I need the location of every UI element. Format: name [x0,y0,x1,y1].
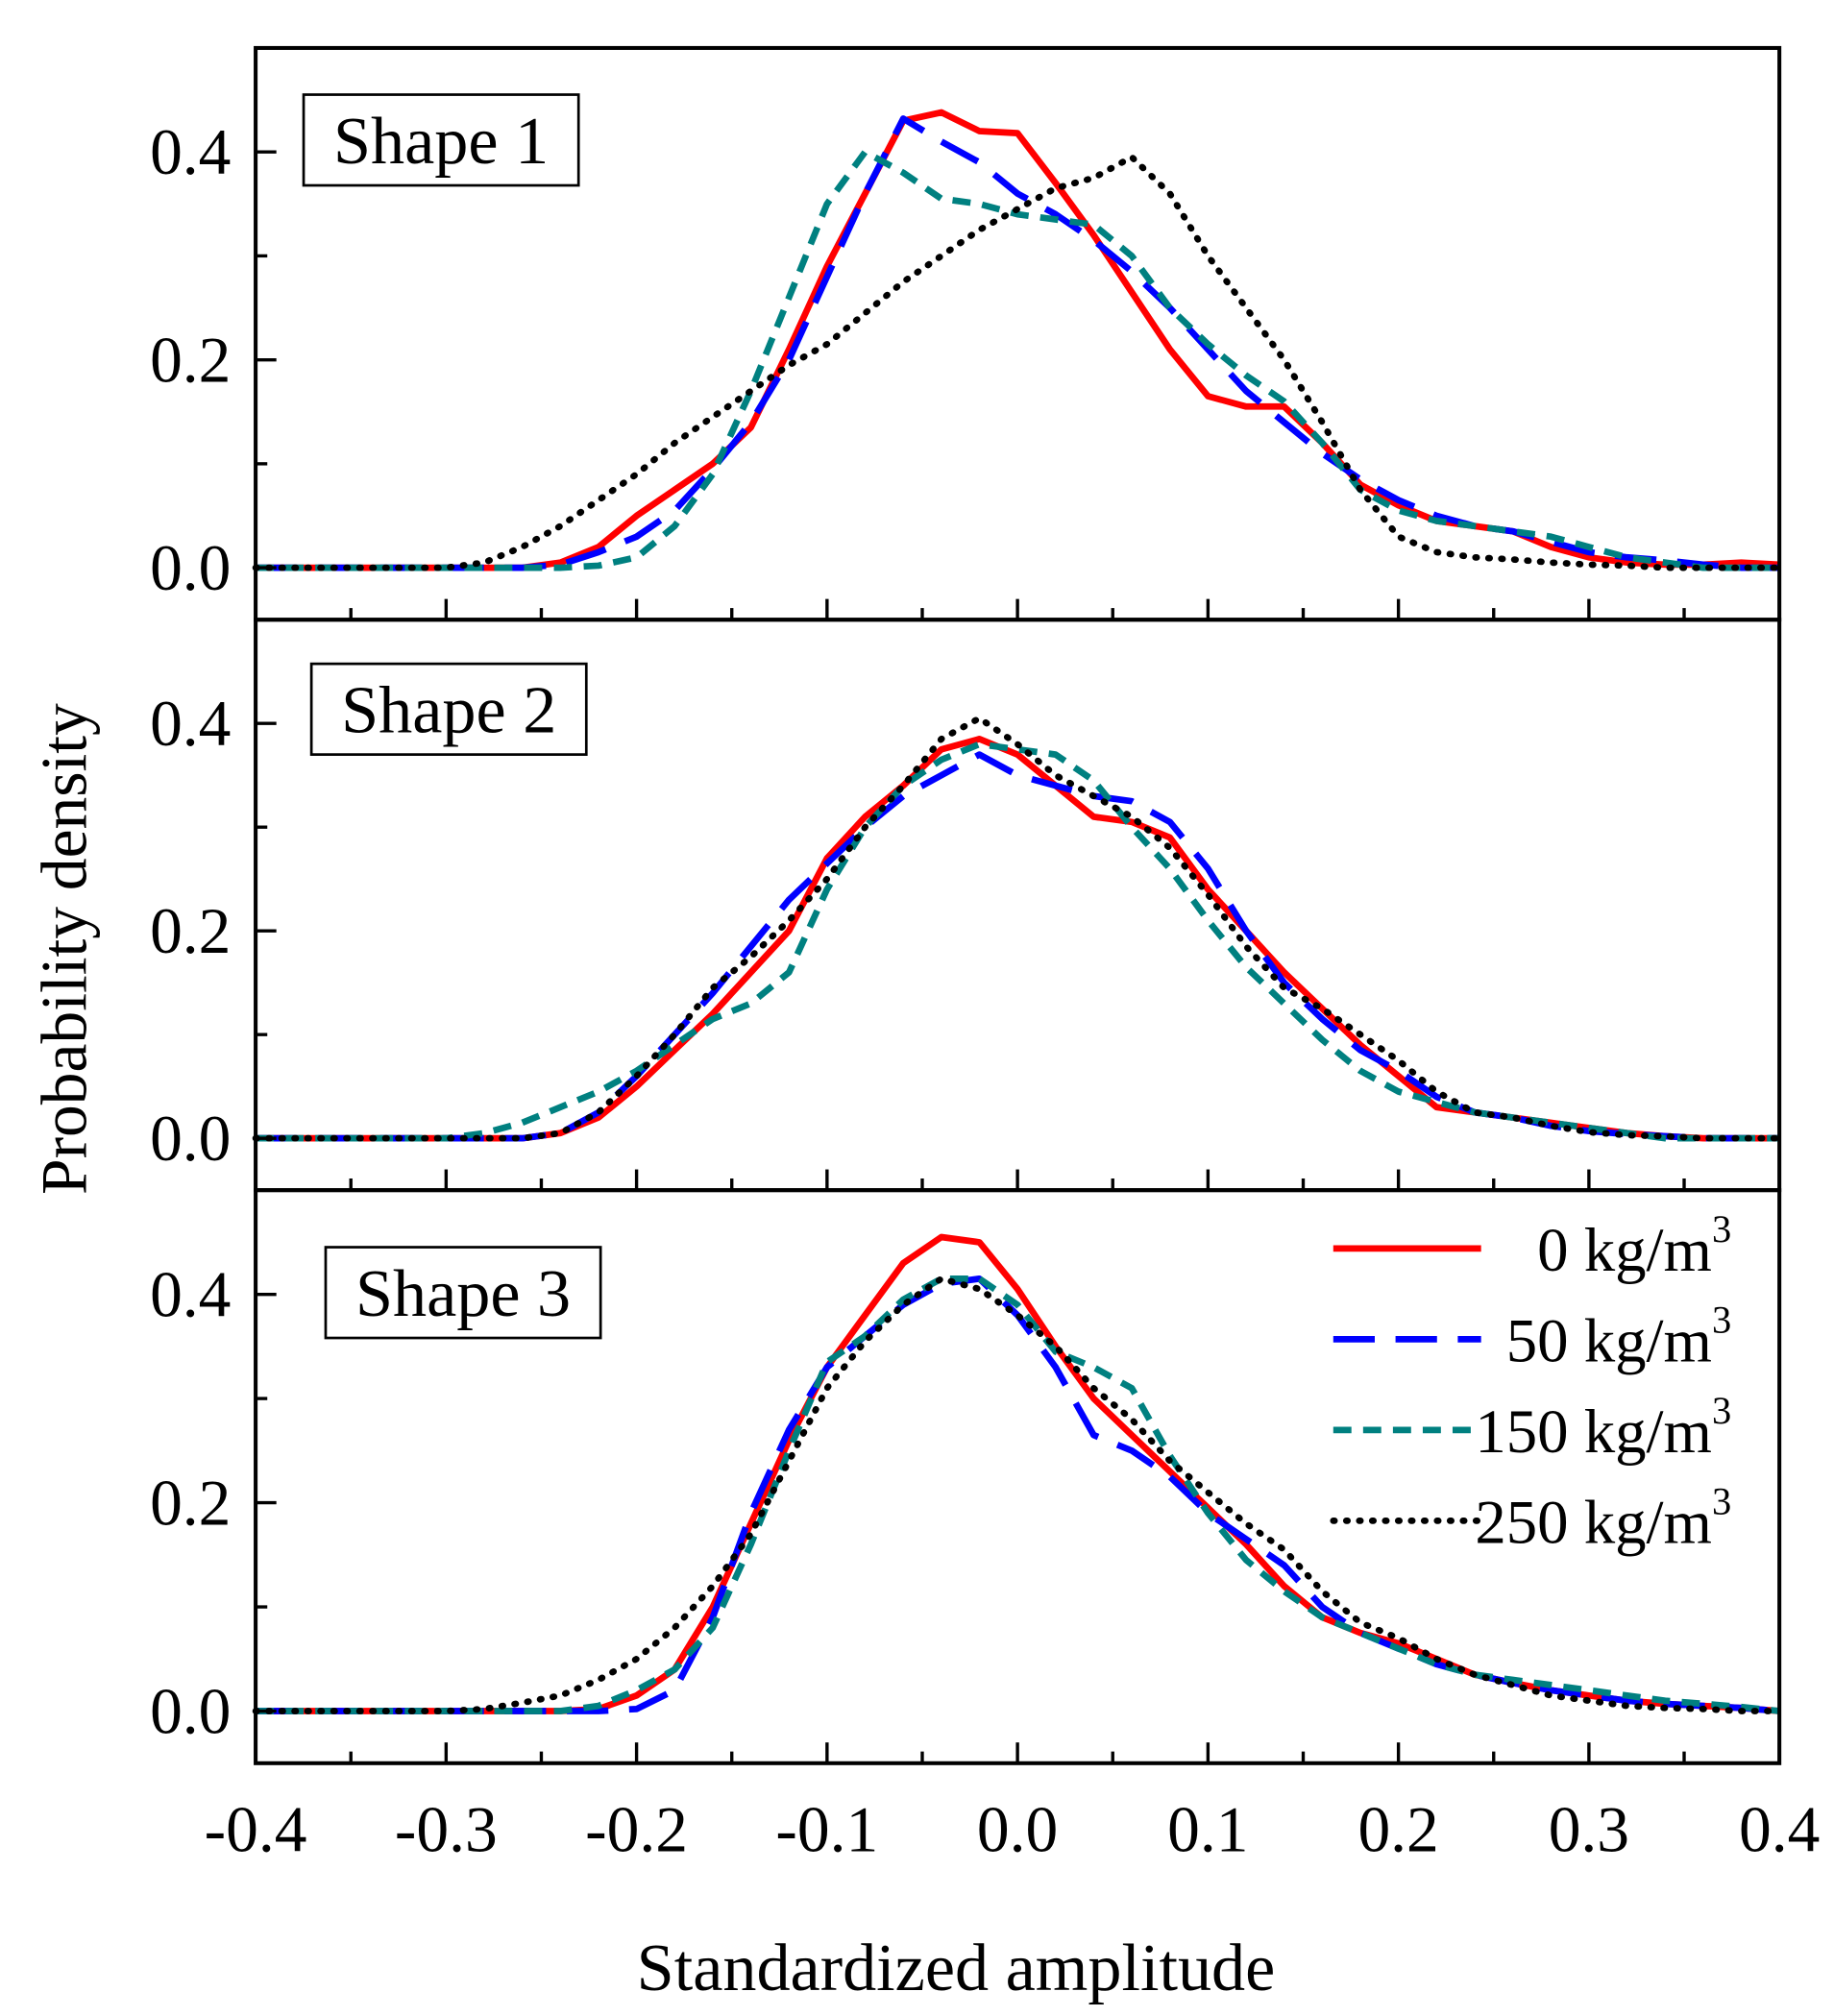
legend-superscript: 3 [1712,1207,1731,1251]
shape-label-box [324,1246,602,1340]
y-tick-label: 0.2 [150,1468,231,1540]
y-tick-label: 0.2 [150,895,231,967]
y-tick-label: 0.4 [150,688,231,760]
legend-superscript: 3 [1712,1299,1731,1342]
legend-label: 250 kg/m3 [1475,1480,1731,1558]
shape-label-box [302,93,580,187]
shape-label-box [309,662,588,756]
y-axis-label: Probability density [28,703,100,1195]
y-tick-label: 0.0 [150,1675,231,1747]
panel-1: 0.0 0.2 0.4 Shape 1 [150,45,1783,622]
series-line-50-kg-m3 [256,751,1780,1142]
series-line-0-kg-m3 [256,736,1780,1142]
x-tick-label: -0.3 [395,1794,498,1866]
shape-label: Shape 3 [355,1256,571,1331]
shape-label: Shape 2 [341,673,556,748]
x-tick-label: 0.2 [1357,1794,1438,1866]
x-tick-label: 0.1 [1167,1794,1248,1866]
series-line-250-kg-m3 [252,1275,1783,1714]
x-tick-label: -0.1 [775,1794,878,1866]
legend-superscript: 3 [1712,1389,1731,1432]
y-tick-label: 0.4 [150,1259,231,1331]
panel-2: 0.0 0.2 0.4 Shape 2 [150,618,1783,1193]
series-line-150-kg-m3 [256,1275,1780,1714]
legend-label: 150 kg/m3 [1475,1389,1731,1467]
x-tick-label: 0.3 [1549,1794,1629,1866]
series-line-250-kg-m3 [252,154,1783,571]
y-tick-label: 0.0 [150,532,231,604]
legend-superscript: 3 [1712,1480,1731,1523]
y-tick-label: 0.0 [150,1103,231,1175]
series-line-150-kg-m3 [256,741,1780,1142]
y-tick-label: 0.2 [150,325,231,397]
legend-label: 0 kg/m3 [1537,1207,1731,1285]
series-line-150-kg-m3 [256,148,1780,571]
x-tick-label: 0.0 [977,1794,1058,1866]
y-tick-label: 0.4 [150,116,231,188]
x-tick-label: -0.2 [585,1794,688,1866]
series-line-250-kg-m3 [252,715,1783,1142]
legend: 0 kg/m3 50 kg/m3 150 kg/m3 250 kg/m3 [1330,1207,1731,1558]
x-tick-label: -0.4 [205,1794,307,1866]
x-axis-label: Standardized amplitude [637,1931,1276,2005]
legend-label: 50 kg/m3 [1506,1299,1731,1376]
x-tick-label: 0.4 [1739,1794,1820,1866]
shape-label: Shape 1 [333,104,549,179]
panel-3: 0.0 0.2 0.4 Shape 3 [150,1188,1783,1765]
